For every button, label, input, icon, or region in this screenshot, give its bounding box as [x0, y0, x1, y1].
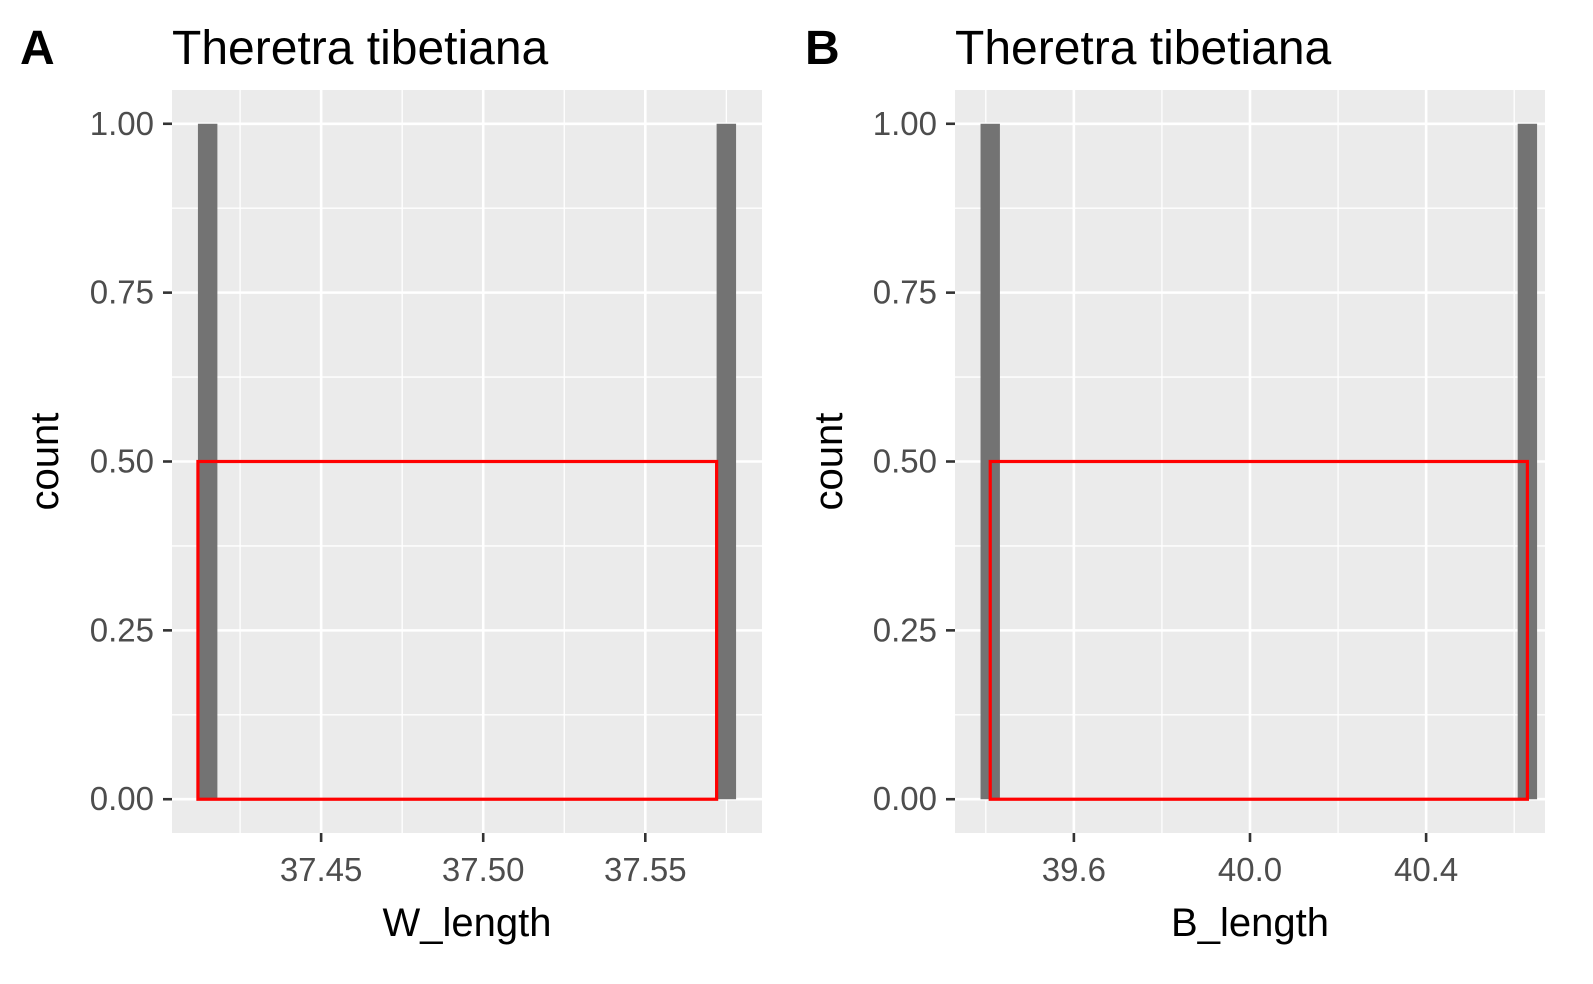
x-tick-label: 40.4 [1394, 851, 1458, 888]
y-tick-label: 0.75 [873, 274, 937, 311]
x-tick-label: 39.6 [1042, 851, 1106, 888]
y-axis-title: count [807, 413, 851, 511]
y-tick-label: 0.25 [90, 611, 154, 648]
histogram-bar [716, 123, 737, 800]
panel-letter: A [20, 22, 55, 75]
y-tick-label: 1.00 [90, 105, 154, 142]
y-tick-label: 0.50 [873, 443, 937, 480]
y-tick-label: 0.00 [90, 780, 154, 817]
x-axis-title: B_length [1171, 901, 1329, 945]
chart-title: Theretra tibetiana [955, 22, 1332, 75]
chart-title: Theretra tibetiana [172, 22, 549, 75]
chart-panel-b: 0.00 0.25 0.50 0.75 1.00 39.6 40.0 40.4 B Theretr… [805, 22, 1545, 945]
y-tick-label: 1.00 [873, 105, 937, 142]
overlay-rectangle [988, 459, 1529, 801]
y-tick-label: 0.00 [873, 780, 937, 817]
y-axis-title: count [23, 413, 67, 511]
chart-panel-a: 0.00 0.25 0.50 0.75 1.00 37.45 37.50 37.55 A Ther… [20, 22, 762, 945]
x-tick-label: 37.45 [280, 851, 363, 888]
y-tick-label: 0.50 [90, 443, 154, 480]
x-axis-title: W_length [383, 901, 552, 945]
panel-letter: B [805, 22, 840, 75]
y-tick-label: 0.25 [873, 611, 937, 648]
y-tick-label: 0.75 [90, 274, 154, 311]
x-tick-label: 37.50 [442, 851, 525, 888]
x-tick-label: 37.55 [604, 851, 687, 888]
overlay-rectangle [196, 459, 719, 801]
x-tick-label: 40.0 [1218, 851, 1282, 888]
